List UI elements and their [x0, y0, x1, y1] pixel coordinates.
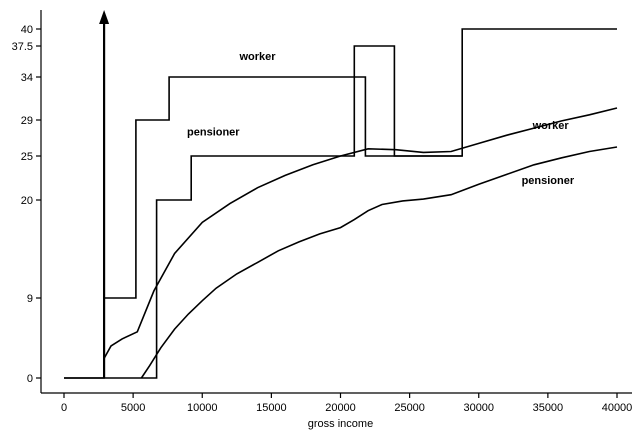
- series-label-pensioner: pensioner: [187, 126, 240, 138]
- y-tick-label: 20: [21, 195, 33, 207]
- threshold-arrow-head: [99, 10, 110, 24]
- series-label-worker: worker: [532, 120, 570, 132]
- x-tick-label: 20000: [325, 402, 356, 414]
- x-tick-label: 30000: [463, 402, 494, 414]
- x-tick-label: 0: [61, 402, 67, 414]
- x-tick-label: 5000: [121, 402, 145, 414]
- series-labels: worker pensioner worker pensioner: [187, 51, 575, 187]
- series-pensioner-average-curve: [140, 146, 618, 379]
- y-tick-label: 25: [21, 151, 33, 163]
- series-worker-marginal-step: [64, 28, 617, 379]
- x-tick-label: 25000: [394, 402, 425, 414]
- y-tick-label: 40: [21, 24, 33, 36]
- x-tick-label: 35000: [533, 402, 564, 414]
- y-tick-label: 37.5: [12, 41, 33, 53]
- x-tick-label: 15000: [256, 402, 287, 414]
- y-tick-label: 0: [27, 373, 33, 385]
- x-tick-label: 40000: [602, 402, 633, 414]
- series-worker-average-curve: [103, 107, 618, 359]
- series-label-pensioner: pensioner: [522, 175, 575, 187]
- series-pensioner-marginal-step: [64, 45, 463, 379]
- x-axis-title: gross income: [308, 418, 373, 430]
- series-label-worker: worker: [239, 51, 277, 63]
- series-group: [64, 10, 618, 379]
- y-tick-label: 9: [27, 293, 33, 305]
- y-tick-label: 29: [21, 115, 33, 127]
- y-tick-label: 34: [21, 72, 33, 84]
- x-tick-label: 10000: [187, 402, 218, 414]
- axes: 0 9 20 25 29 34 37.5 40 0 5000 10000 15000 20000 2500…: [12, 10, 633, 414]
